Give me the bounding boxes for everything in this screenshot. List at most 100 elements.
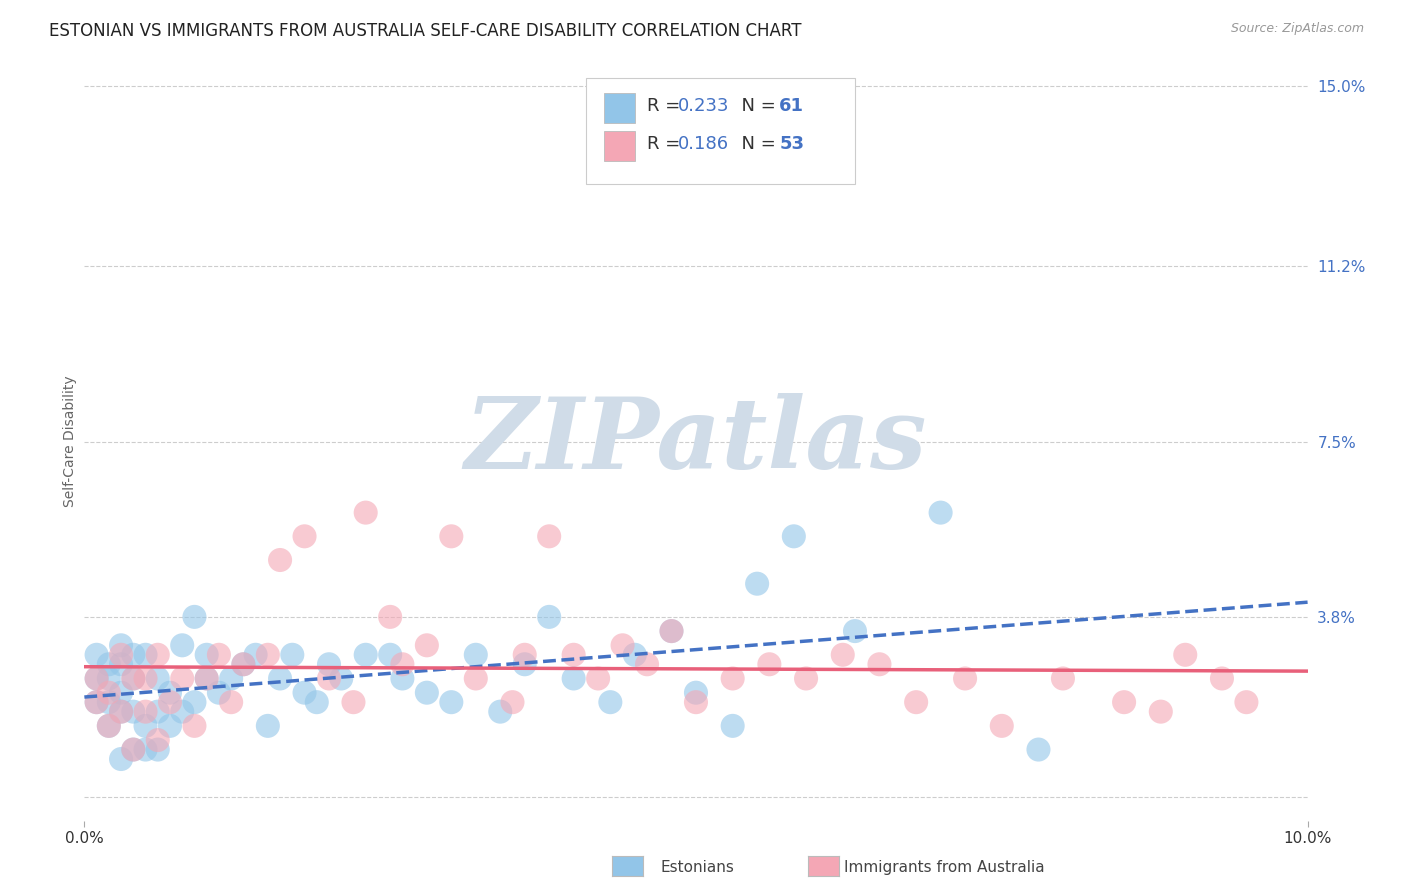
Point (489, 705, 512, 719)
Point (122, 705, 145, 719)
Point (354, 506, 377, 520)
Point (869, 657, 891, 672)
Point (538, 529, 561, 543)
Point (110, 686, 132, 700)
Point (135, 648, 157, 662)
Point (1211, 672, 1233, 686)
Point (172, 705, 194, 719)
Point (318, 657, 340, 672)
Point (1150, 705, 1173, 719)
Point (97, 695, 120, 709)
Text: R =: R = (647, 97, 686, 115)
Point (110, 648, 132, 662)
Point (195, 648, 218, 662)
Point (219, 672, 242, 686)
Point (661, 624, 683, 639)
Point (86, 672, 108, 686)
Point (159, 695, 181, 709)
Point (172, 672, 194, 686)
Point (183, 610, 205, 624)
Point (110, 705, 132, 719)
Point (86, 695, 108, 709)
Point (245, 648, 267, 662)
Point (232, 657, 254, 672)
Point (122, 742, 145, 756)
Point (513, 657, 536, 672)
Point (294, 686, 316, 700)
Point (599, 695, 621, 709)
Point (612, 638, 634, 652)
Point (110, 752, 132, 766)
Point (1174, 648, 1197, 662)
Point (1236, 695, 1258, 709)
Point (794, 672, 817, 686)
Point (661, 624, 683, 639)
Point (318, 672, 340, 686)
Point (685, 686, 707, 700)
Text: 0.186: 0.186 (678, 136, 728, 153)
Point (440, 529, 463, 543)
Point (146, 648, 169, 662)
Point (844, 624, 866, 639)
Text: ZIPatlas: ZIPatlas (465, 393, 927, 490)
Text: Estonians: Estonians (661, 860, 735, 874)
Text: Source: ZipAtlas.com: Source: ZipAtlas.com (1230, 22, 1364, 36)
Y-axis label: Self-Care Disability: Self-Care Disability (63, 376, 77, 508)
Point (783, 529, 806, 543)
Point (257, 719, 280, 733)
Point (219, 695, 242, 709)
Point (86, 648, 108, 662)
Point (86, 672, 108, 686)
Point (122, 742, 145, 756)
Point (257, 648, 280, 662)
Point (416, 638, 439, 652)
Point (86, 695, 108, 709)
Point (135, 705, 157, 719)
Point (440, 695, 463, 709)
Point (122, 648, 145, 662)
Point (636, 657, 658, 672)
Point (183, 695, 205, 709)
Point (269, 553, 291, 567)
Point (342, 695, 364, 709)
Text: ESTONIAN VS IMMIGRANTS FROM AUSTRALIA SELF-CARE DISABILITY CORRELATION CHART: ESTONIAN VS IMMIGRANTS FROM AUSTRALIA SE… (49, 22, 801, 40)
Point (747, 576, 769, 591)
Point (1028, 742, 1050, 756)
Point (380, 610, 402, 624)
Point (183, 719, 205, 733)
Point (380, 648, 402, 662)
Point (1114, 695, 1136, 709)
Point (146, 733, 169, 747)
Text: Immigrants from Australia: Immigrants from Australia (844, 860, 1045, 874)
Point (146, 672, 169, 686)
Point (232, 657, 254, 672)
Point (416, 686, 439, 700)
Text: N =: N = (730, 97, 782, 115)
Point (294, 529, 316, 543)
Point (172, 638, 194, 652)
Point (562, 648, 585, 662)
FancyBboxPatch shape (605, 130, 636, 161)
FancyBboxPatch shape (586, 78, 855, 184)
Point (135, 742, 157, 756)
Point (269, 672, 291, 686)
Point (991, 719, 1014, 733)
Point (538, 610, 561, 624)
Point (110, 638, 132, 652)
Point (146, 742, 169, 756)
Point (195, 672, 218, 686)
Point (685, 695, 707, 709)
Point (97, 657, 120, 672)
Point (1052, 672, 1074, 686)
Point (97, 719, 120, 733)
Point (624, 648, 647, 662)
Point (97, 686, 120, 700)
Point (464, 648, 486, 662)
Point (391, 672, 413, 686)
Point (831, 648, 853, 662)
Point (159, 686, 181, 700)
Point (513, 648, 536, 662)
Point (929, 506, 952, 520)
Point (281, 648, 304, 662)
Point (721, 672, 744, 686)
